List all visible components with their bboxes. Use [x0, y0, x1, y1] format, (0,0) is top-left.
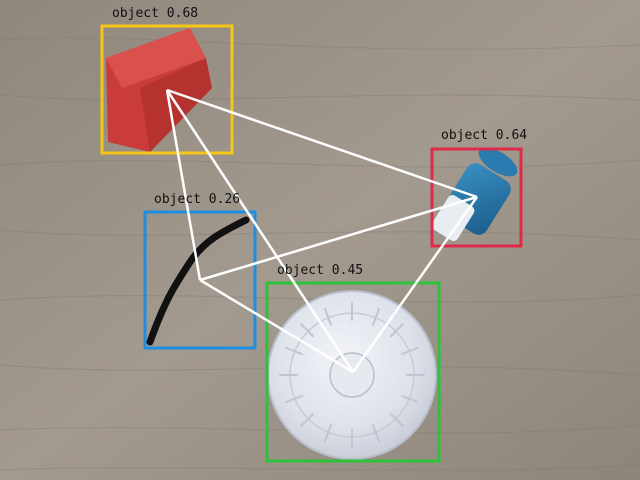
detection-label: object 0.26: [154, 192, 240, 207]
connection-line: [199, 195, 478, 282]
connection-line: [165, 89, 355, 373]
black-cable: [146, 216, 250, 346]
detection-box-blue-bottle: [430, 147, 523, 248]
connection-line: [199, 278, 354, 374]
clear-plastic-lid: [267, 290, 437, 460]
detection-label: object 0.64: [441, 128, 527, 143]
connection-line: [351, 196, 479, 373]
connection-lines: [165, 88, 479, 374]
connection-line: [166, 88, 478, 199]
detection-label: object 0.45: [277, 263, 363, 278]
connection-line: [165, 89, 202, 281]
detection-box-plastic-lid: [265, 281, 441, 463]
detection-box-red-cube: [100, 24, 234, 155]
detection-box-black-cable: [143, 210, 257, 350]
detection-label: object 0.68: [112, 6, 198, 21]
